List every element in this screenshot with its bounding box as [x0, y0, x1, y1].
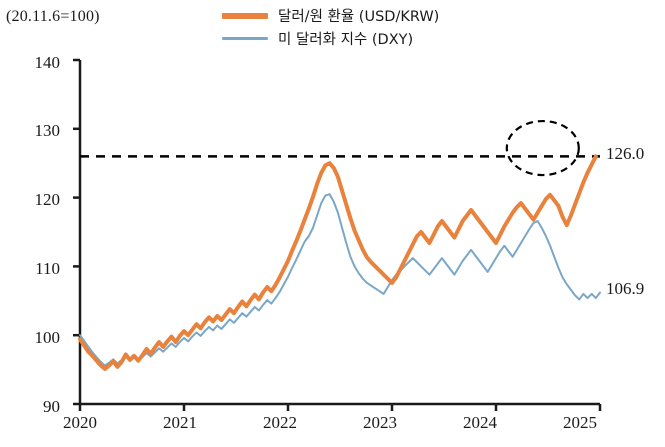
- x-axis-tick-2021: 2021: [163, 413, 197, 432]
- axis-lines: [73, 58, 602, 411]
- index-base-note: (20.11.6=100): [6, 8, 100, 25]
- y-axis-tick-110: 110: [35, 259, 60, 278]
- y-axis-tick-marks: [73, 58, 80, 406]
- peak-highlight-ellipse: [505, 119, 580, 177]
- x-axis-tick-2025: 2025: [563, 413, 597, 432]
- legend-label-dxy: 미 달러화 지수 (DXY): [278, 32, 414, 48]
- legend-swatch-dxy-icon: [222, 37, 268, 40]
- legend-item-dxy: 미 달러화 지수 (DXY): [222, 29, 439, 48]
- x-axis-tick-2020: 2020: [63, 413, 97, 432]
- series-line-dxy: [79, 193, 601, 367]
- x-axis-tick-2023: 2023: [363, 413, 397, 432]
- legend-label-usd-krw: 달러/원 환율 (USD/KRW): [278, 9, 440, 25]
- y-axis-tick-140: 140: [34, 53, 61, 72]
- end-value-label-dxy: 106.9: [606, 279, 645, 298]
- y-axis-tick-120: 120: [34, 190, 61, 209]
- x-axis-tick-2022: 2022: [263, 413, 297, 432]
- legend-item-usd-krw: 달러/원 환율 (USD/KRW): [222, 6, 439, 25]
- y-axis-tick-90: 90: [43, 397, 60, 416]
- series-line-usd-krw: [78, 154, 598, 371]
- y-axis-tick-130: 130: [34, 121, 61, 140]
- legend-swatch-usd-krw-icon: [222, 12, 268, 19]
- chart-legend: 달러/원 환율 (USD/KRW) 미 달러화 지수 (DXY): [222, 6, 439, 48]
- end-value-label-usd-krw: 126.0: [606, 144, 645, 163]
- x-axis-tick-2024: 2024: [463, 413, 497, 432]
- x-axis-tick-marks: [78, 404, 602, 411]
- y-axis-tick-100: 100: [34, 328, 61, 347]
